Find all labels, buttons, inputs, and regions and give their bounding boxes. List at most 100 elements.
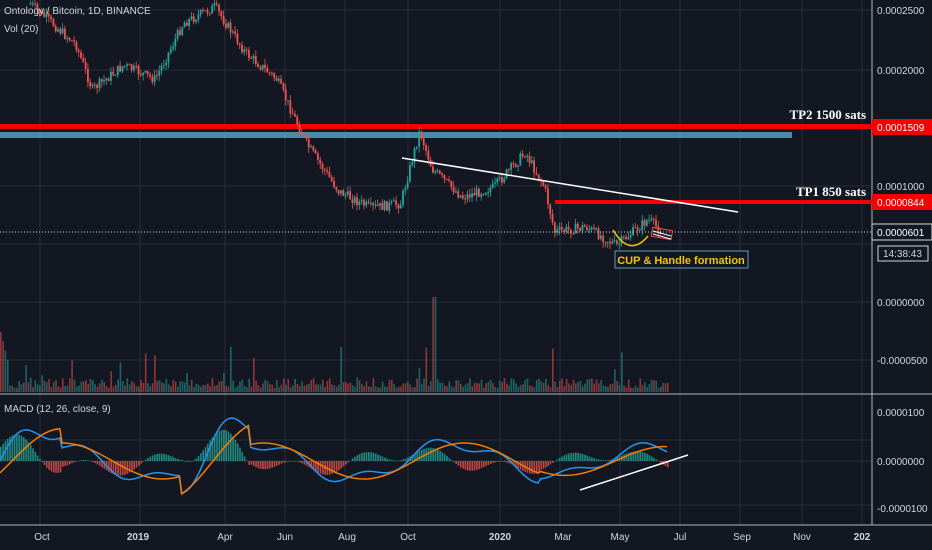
candle-body [277,78,280,81]
candle-body [450,180,453,188]
candle-body [282,83,285,90]
symbol-title[interactable]: Ontology / Bitcoin, 1D, BINANCE [4,6,151,17]
tp1-resistance-line[interactable] [555,200,872,204]
macd-bar [220,429,223,461]
candle-body [478,188,480,197]
time-tick: Aug [338,532,356,543]
macd-bar [202,450,204,461]
candle-body [448,179,450,181]
candle-body [241,44,243,53]
macd-bar [563,455,566,461]
macd-bar [407,457,409,461]
macd-bar [184,461,186,462]
volume-bar [23,382,25,392]
volume-bar [664,383,667,392]
macd-legend[interactable]: MACD (12, 26, close, 9) [4,404,111,415]
macd-bar [400,460,402,461]
candle-body [544,185,547,189]
macd-bar [503,461,506,462]
candle-body [248,49,250,59]
volume-bar [218,381,221,392]
volume-bar [259,387,262,392]
volume-bar [621,352,623,392]
macd-bar [287,461,290,462]
macd-bar [443,454,446,461]
macd-trendline[interactable] [579,454,689,491]
candle-body [254,56,257,65]
macd-bar [312,461,315,471]
volume-bar [239,381,241,392]
volume-bar [179,381,181,392]
volume-bar [27,382,30,392]
macd-bar [446,456,448,461]
candle-body [452,187,455,193]
volume-bar [402,383,405,392]
volume-bar [273,387,276,392]
macd-bar [397,460,400,462]
volume-bar [287,379,290,392]
candle-body [323,169,326,171]
candle-body [296,116,299,125]
resistance-zone[interactable] [0,132,792,138]
candle-body [443,175,446,179]
candle-body [501,177,503,183]
cup-curve[interactable] [612,229,649,247]
volume-bar [572,379,575,392]
volume-bar [506,383,508,392]
tp1-label: TP1 850 sats [796,184,866,199]
candle-body [75,42,78,51]
volume-bar [519,385,522,392]
time-axis[interactable]: Oct 2019 Apr Jun Aug Oct 2020 Mar May Ju… [34,532,871,543]
candle-body [298,124,301,133]
candle-body [590,227,593,230]
candle-body [179,30,181,36]
candle-body [174,38,177,47]
handle-box[interactable] [650,226,674,241]
cup-handle-callout[interactable]: CUP & Handle formation [614,250,749,269]
candle-body [289,100,292,114]
candle-body [234,31,237,34]
tp2-resistance-line[interactable] [0,124,872,129]
volume-bar [466,383,469,392]
macd-bar [533,461,536,474]
volume-bar [174,381,177,392]
macd-bar [351,458,354,461]
macd-bar [558,458,561,461]
volume-bar [0,332,2,392]
macd-bar [59,461,62,473]
candle-body [363,200,365,206]
volume-bar [404,383,407,392]
macd-bar [163,453,165,461]
candle-body [317,153,319,160]
macd-bar [144,459,147,461]
candle-body [231,31,234,33]
macd-bar [577,452,579,461]
candle-body [629,235,632,238]
macd-bar [69,461,71,465]
macd-bar [303,461,306,465]
candle-body [461,195,464,199]
candle-body [261,64,264,70]
candle-body [266,67,269,73]
volume-bar [453,387,455,392]
price-axis[interactable]: 0.0002500 0.0002000 0.0001000 [877,6,925,193]
candle-body [482,194,485,196]
candle-body [330,177,333,181]
volume-bar [377,387,379,392]
volume-bar [13,387,16,392]
descending-trendline[interactable] [401,157,739,213]
volume-bar [163,383,165,392]
macd-bar [190,461,193,462]
macd-bar [531,461,533,474]
svg-text:0.0000844: 0.0000844 [877,198,925,209]
volume-legend[interactable]: Vol (20) [4,24,39,35]
macd-bar [241,452,244,461]
macd-bar [216,432,218,461]
macd-bar [627,452,630,461]
volume-bar [623,385,625,392]
candle-body [634,227,637,229]
macd-bar [117,461,119,476]
candle-body [326,170,329,172]
macd-bar [545,461,547,468]
macd-bar [501,461,503,462]
